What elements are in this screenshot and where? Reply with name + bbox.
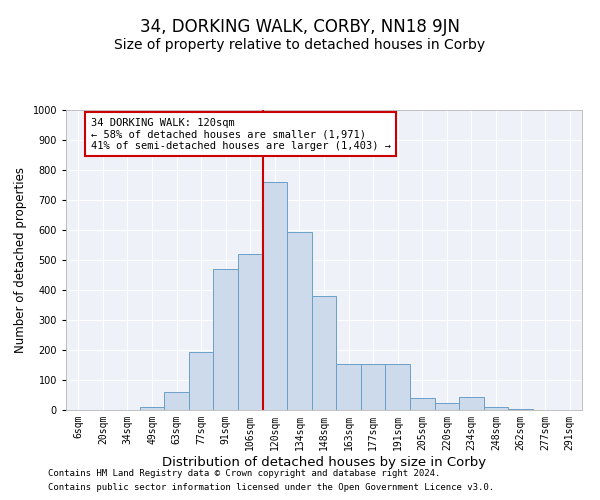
Bar: [238, 254, 263, 410]
X-axis label: Distribution of detached houses by size in Corby: Distribution of detached houses by size …: [162, 456, 486, 468]
Bar: [287, 232, 312, 410]
Bar: [164, 392, 189, 410]
Text: Size of property relative to detached houses in Corby: Size of property relative to detached ho…: [115, 38, 485, 52]
Bar: [189, 352, 214, 410]
Bar: [484, 407, 508, 410]
Text: Contains public sector information licensed under the Open Government Licence v3: Contains public sector information licen…: [48, 484, 494, 492]
Bar: [361, 364, 385, 410]
Bar: [140, 407, 164, 410]
Bar: [459, 398, 484, 410]
Y-axis label: Number of detached properties: Number of detached properties: [14, 167, 27, 353]
Text: 34 DORKING WALK: 120sqm
← 58% of detached houses are smaller (1,971)
41% of semi: 34 DORKING WALK: 120sqm ← 58% of detache…: [91, 118, 391, 150]
Bar: [410, 398, 434, 410]
Bar: [214, 269, 238, 410]
Bar: [312, 296, 336, 410]
Bar: [336, 364, 361, 410]
Text: 34, DORKING WALK, CORBY, NN18 9JN: 34, DORKING WALK, CORBY, NN18 9JN: [140, 18, 460, 36]
Text: Contains HM Land Registry data © Crown copyright and database right 2024.: Contains HM Land Registry data © Crown c…: [48, 468, 440, 477]
Bar: [434, 402, 459, 410]
Bar: [263, 182, 287, 410]
Bar: [385, 364, 410, 410]
